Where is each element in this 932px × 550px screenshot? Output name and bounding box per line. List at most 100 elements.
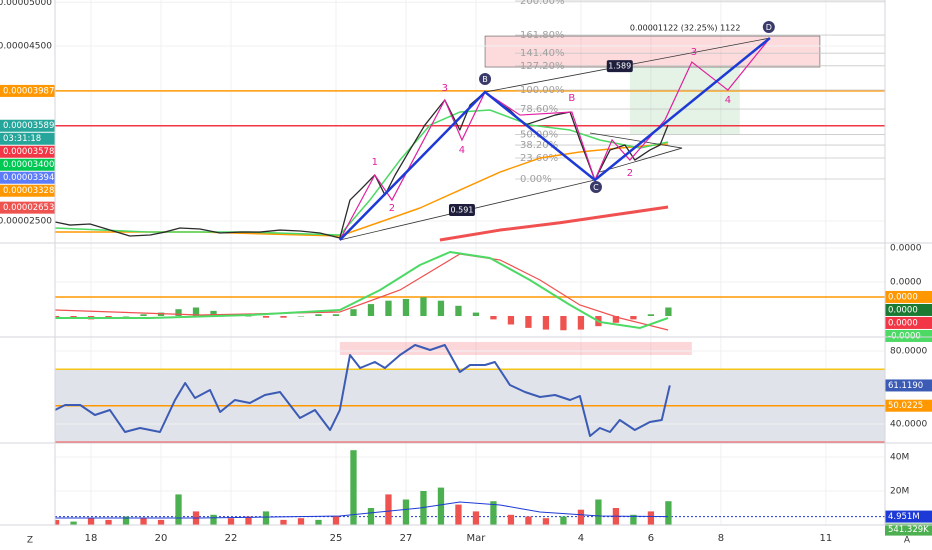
- fib-label: 38.20%: [520, 140, 558, 151]
- y-tick-label: 80.0000: [890, 346, 927, 356]
- price-badge: [0, 201, 55, 214]
- wave-label: B: [568, 93, 575, 104]
- pattern-point: [479, 73, 492, 86]
- y-tick-label: 40.0000: [890, 420, 927, 430]
- x-tick-label: 25: [330, 533, 343, 544]
- bar: [55, 519, 60, 525]
- bar: [455, 305, 462, 316]
- bar: [630, 514, 637, 525]
- badge-label: 0.00003394: [3, 173, 54, 183]
- y-tick-label: 0.00005000: [0, 0, 52, 8]
- y-tick-label: 0.00002500: [0, 217, 52, 227]
- bar: [122, 516, 130, 525]
- badge-label: 0.0000: [888, 305, 918, 315]
- wave-label: 2: [627, 168, 633, 179]
- pattern-line: [589, 132, 683, 173]
- bar: [490, 315, 497, 320]
- bar: [577, 509, 585, 525]
- bar: [560, 516, 567, 525]
- badge-label: 541.329K: [888, 525, 929, 535]
- x-tick-label: 20: [155, 533, 168, 544]
- pattern-point: [589, 180, 602, 193]
- y-tick-label: 0.0000: [890, 277, 922, 287]
- bar: [157, 312, 165, 316]
- ui-icon[interactable]: A: [904, 536, 911, 546]
- bar: [595, 499, 602, 525]
- bar: [577, 315, 585, 330]
- fib-label: 161.80%: [520, 30, 565, 41]
- bar: [210, 310, 217, 316]
- x-tick-label: 8: [718, 533, 724, 544]
- price-badge: [885, 290, 932, 303]
- bar: [55, 315, 60, 318]
- badge-label: 61.1190: [888, 381, 923, 391]
- bar: [647, 511, 655, 525]
- bar: [385, 494, 392, 525]
- ratio-badge: [606, 60, 633, 73]
- badge-label: 0.0000: [888, 318, 918, 328]
- price-badge: [0, 184, 55, 197]
- countdown-label: 03:31:18: [3, 134, 41, 144]
- series-line: [55, 343, 671, 438]
- series-line: [55, 251, 669, 329]
- x-tick-label: 6: [648, 533, 654, 544]
- bar: [507, 315, 515, 325]
- bar: [630, 315, 637, 320]
- x-tick-label: 18: [85, 533, 98, 544]
- fib-label: 100.00%: [520, 85, 565, 96]
- bar: [262, 315, 270, 318]
- series-line: [55, 501, 669, 519]
- wave-label: 2: [389, 203, 395, 214]
- x-tick-label: 27: [400, 533, 413, 544]
- series-line: [55, 109, 669, 236]
- pattern-point-label: C: [593, 183, 599, 192]
- bar: [612, 315, 620, 323]
- pane: [55, 450, 885, 525]
- fib-label: 0.00%: [520, 174, 552, 185]
- bar: [402, 499, 410, 525]
- bar: [280, 315, 287, 318]
- bar: [280, 519, 287, 525]
- price-badge: [885, 303, 932, 316]
- wave-label: 4: [725, 95, 731, 106]
- wave-label: 3: [442, 83, 448, 94]
- bar: [472, 312, 480, 316]
- bar: [297, 518, 305, 525]
- bar: [140, 518, 147, 525]
- bar: [542, 315, 550, 330]
- pane: [55, 342, 885, 443]
- bar: [105, 519, 112, 525]
- countdown-badge: [0, 132, 55, 145]
- price-badge: [0, 171, 55, 184]
- price-badge: [0, 158, 55, 171]
- bar: [227, 518, 235, 525]
- bar: [525, 315, 532, 328]
- badge-label: 0.00003589: [3, 121, 54, 131]
- bar: [455, 504, 462, 525]
- bar: [87, 518, 95, 525]
- badge-label: 50.0225: [888, 401, 923, 411]
- bar: [665, 307, 672, 316]
- y-tick-label: 0.00004500: [0, 42, 52, 52]
- bar: [332, 516, 340, 525]
- price-badge: [885, 379, 932, 392]
- ui-icon[interactable]: Z: [27, 536, 33, 546]
- zone: [339, 342, 692, 355]
- bar: [192, 307, 200, 316]
- x-tick-label: 4: [578, 533, 584, 544]
- ratio-badge: [448, 204, 475, 217]
- price-badge: [885, 510, 932, 523]
- fib-label: 141.40%: [520, 48, 565, 59]
- bar: [385, 300, 392, 316]
- bar: [262, 511, 270, 525]
- bar: [350, 450, 357, 525]
- wave-label: 3: [691, 47, 697, 58]
- bar: [367, 508, 375, 525]
- x-tick-label: Mar: [467, 533, 487, 544]
- bar: [647, 314, 655, 316]
- bar: [105, 315, 112, 318]
- badge-label: 4.951M: [888, 512, 920, 522]
